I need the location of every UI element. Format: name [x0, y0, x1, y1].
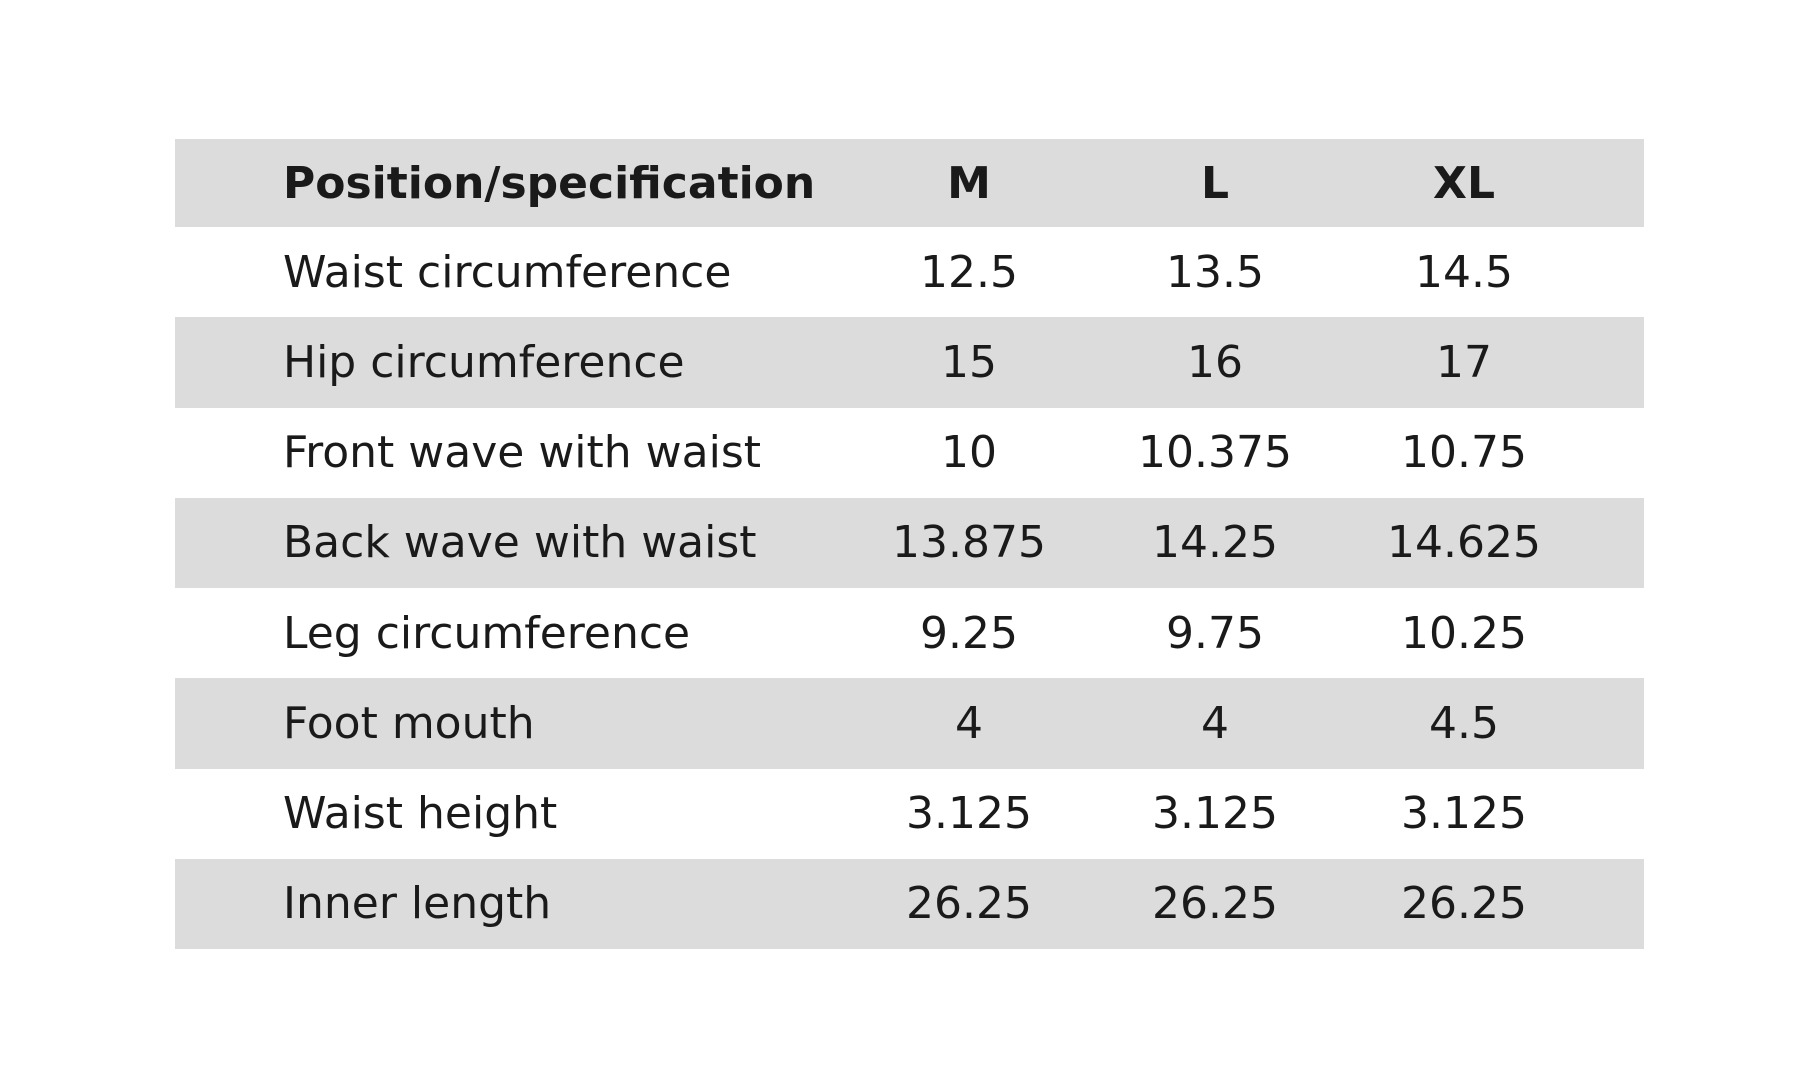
value-cell: 26.25 — [906, 878, 1032, 930]
value-cell: 10.375 — [1138, 427, 1292, 479]
value-cell: 14.5 — [1415, 246, 1513, 298]
table-row: Inner length 26.25 26.25 26.25 — [175, 858, 1644, 949]
value-cell: 14.25 — [1152, 517, 1278, 569]
value-cell: 9.25 — [920, 607, 1018, 659]
row-label: Back wave with waist — [283, 517, 757, 569]
value-cell: 10.25 — [1401, 607, 1527, 659]
value-cell: 3.125 — [1152, 788, 1278, 840]
row-label: Leg circumference — [283, 607, 691, 659]
value-cell: 3.125 — [1401, 788, 1527, 840]
header-cell: XL — [1433, 157, 1495, 209]
value-cell: 9.75 — [1166, 607, 1264, 659]
table-row: Foot mouth 4 4 4.5 — [175, 678, 1644, 769]
value-cell: 26.25 — [1401, 878, 1527, 930]
table-row: Leg circumference 9.25 9.75 10.25 — [175, 588, 1644, 678]
table-row: Waist height 3.125 3.125 3.125 — [175, 769, 1644, 859]
table-row: Hip circumference 15 16 17 — [175, 317, 1644, 408]
value-cell: 15 — [941, 336, 997, 388]
header-cell: M — [947, 157, 991, 209]
table-row: Front wave with waist 10 10.375 10.75 — [175, 408, 1644, 498]
value-cell: 13.5 — [1166, 246, 1264, 298]
value-cell: 4 — [955, 697, 983, 749]
value-cell: 4 — [1201, 697, 1229, 749]
value-cell: 13.875 — [892, 517, 1046, 569]
header-row: Position/specification M L XL — [175, 139, 1644, 227]
value-cell: 3.125 — [906, 788, 1032, 840]
value-cell: 10 — [941, 427, 997, 479]
value-cell: 12.5 — [920, 246, 1018, 298]
value-cell: 4.5 — [1429, 697, 1499, 749]
row-label: Front wave with waist — [283, 427, 762, 479]
table-row: Waist circumference 12.5 13.5 14.5 — [175, 227, 1644, 317]
row-label: Foot mouth — [283, 697, 535, 749]
value-cell: 26.25 — [1152, 878, 1278, 930]
value-cell: 14.625 — [1387, 517, 1541, 569]
row-label: Hip circumference — [283, 336, 685, 388]
table-row: Back wave with waist 13.875 14.25 14.625 — [175, 497, 1644, 588]
value-cell: 16 — [1187, 336, 1243, 388]
value-cell: 17 — [1436, 336, 1492, 388]
header-cell: L — [1200, 157, 1230, 209]
header-cell: Position/specification — [283, 157, 816, 209]
row-label: Inner length — [283, 878, 552, 930]
row-label: Waist circumference — [283, 246, 732, 298]
value-cell: 10.75 — [1401, 427, 1527, 479]
row-label: Waist height — [283, 788, 558, 840]
